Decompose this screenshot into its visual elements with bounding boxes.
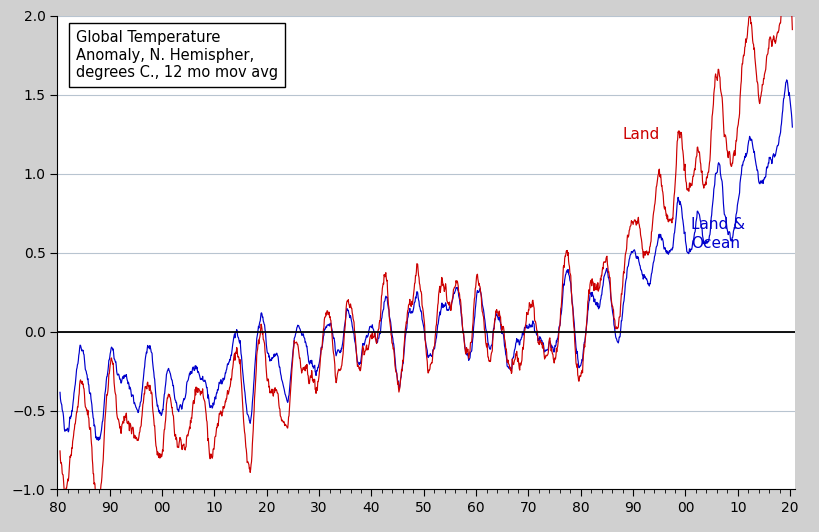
Text: Land: Land: [622, 127, 659, 142]
Text: Global Temperature
Anomaly, N. Hemispher,
degrees C., 12 mo mov avg: Global Temperature Anomaly, N. Hemispher…: [76, 30, 278, 80]
Text: Land &
Ocean: Land & Ocean: [690, 218, 744, 251]
